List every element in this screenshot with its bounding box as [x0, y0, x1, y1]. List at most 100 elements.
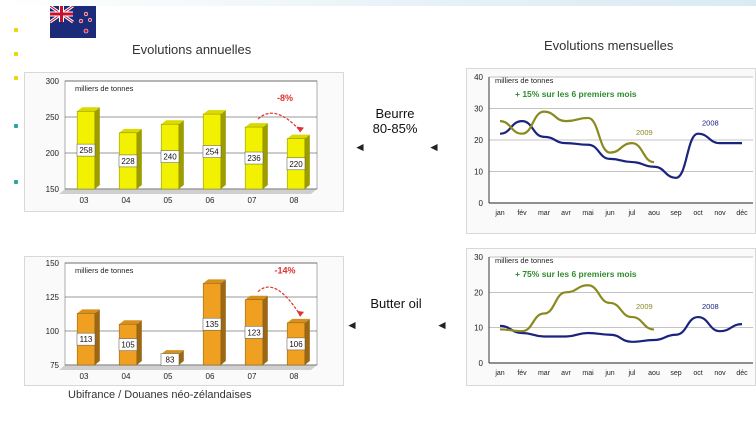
bar-top	[77, 107, 100, 112]
x-tick-label: nov	[714, 370, 726, 377]
beurre-label: Beurre 80-85%	[360, 106, 430, 136]
bar-top	[161, 350, 184, 355]
y-tick-label: 10	[474, 168, 483, 177]
beurre-label-line2: 80-85%	[372, 121, 418, 136]
data-label: 123	[247, 328, 261, 337]
data-label: 254	[205, 148, 219, 157]
monthly-chart-panel: 0 10 20 30 40 jan fév mar avr mai jun jul aou sep oct n…	[466, 68, 756, 234]
arrow-left-icon: ◄	[346, 318, 358, 332]
y-tick-label: 40	[474, 73, 483, 82]
butter-oil-monthly-chart: 0 10 20 30 jan fév mar avr mai jun jul aou sep oct nov…	[474, 253, 753, 377]
annotation-label: -14%	[274, 266, 295, 276]
y-tick-label: 0	[479, 199, 484, 208]
series-line-2009	[499, 110, 655, 164]
x-tick-label: mar	[538, 370, 551, 377]
y-tick-label: 75	[50, 361, 59, 370]
bar-top	[119, 128, 142, 133]
beurre-monthly-chart: 0 10 20 30 40 jan fév mar avr mai jun jul aou sep oct n…	[474, 73, 753, 217]
unit-label: milliers de tonnes	[495, 256, 554, 265]
x-tick-label: avr	[561, 210, 571, 217]
series-label: 2008	[702, 302, 719, 311]
data-label: 258	[79, 146, 93, 155]
butter-oil-annual-chart: 75 100 125 150 milliers de tonnes 113 03 105 04 8…	[46, 259, 318, 381]
x-tick-label: déc	[736, 370, 748, 377]
x-tick-label: 06	[206, 196, 215, 205]
data-label: 240	[163, 153, 177, 162]
data-label-box	[244, 151, 264, 165]
x-tick-label: 08	[290, 196, 299, 205]
data-label-box	[286, 337, 306, 351]
y-tick-label: 300	[46, 77, 60, 86]
arrow-left-icon: ◄	[428, 140, 440, 154]
bar-side	[136, 320, 142, 365]
bar-side	[220, 110, 226, 189]
bar-side	[304, 134, 310, 189]
x-tick-label: 03	[80, 196, 89, 205]
y-tick-label: 20	[474, 288, 483, 297]
bar-top	[287, 318, 310, 323]
series-line-2008	[499, 315, 743, 343]
annual-chart-panel: 150 200 250 300 milliers de tonnes 258 03 228 04…	[24, 72, 344, 212]
y-tick-label: 200	[46, 149, 60, 158]
top-decoration-strip	[0, 0, 756, 6]
x-tick-label: aou	[648, 210, 660, 217]
data-label-box	[202, 145, 222, 158]
bar-side	[94, 309, 100, 365]
x-tick-label: avr	[561, 370, 571, 377]
y-tick-label: 10	[474, 324, 483, 333]
x-tick-label: jun	[604, 370, 614, 377]
annotation-arrowhead	[297, 310, 304, 317]
right-section-title: Evolutions mensuelles	[544, 38, 674, 53]
data-label: 220	[289, 160, 303, 169]
x-tick-label: sep	[670, 370, 681, 377]
annotation-arrow	[257, 112, 301, 132]
unit-label: milliers de tonnes	[75, 266, 134, 275]
y-tick-label: 0	[479, 359, 484, 368]
series-line-2008	[499, 119, 742, 179]
x-tick-label: mai	[582, 370, 594, 377]
annotation-arrowhead	[297, 126, 304, 133]
series-label: 2009	[636, 128, 653, 137]
growth-annotation: + 75% sur les 6 premiers mois	[515, 269, 637, 279]
data-label: 105	[121, 341, 135, 350]
bullet-marker	[14, 180, 18, 184]
x-tick-label: jul	[627, 210, 635, 217]
bullet-marker	[14, 76, 18, 80]
bar-top	[77, 309, 100, 314]
x-tick-label: 07	[248, 372, 257, 381]
x-tick-label: 07	[248, 196, 257, 205]
bar-side	[262, 295, 268, 365]
data-label-box	[202, 317, 222, 331]
x-tick-label: jan	[494, 370, 504, 377]
x-tick-label: déc	[736, 210, 748, 217]
data-label: 236	[247, 154, 261, 163]
bar-side	[136, 128, 142, 189]
y-tick-label: 150	[46, 185, 60, 194]
data-label-box	[118, 154, 138, 168]
series-label: 2009	[636, 302, 653, 311]
bar-top	[119, 320, 142, 325]
y-tick-label: 250	[46, 113, 60, 122]
bullet-marker	[14, 124, 18, 128]
arrow-left-icon: ◄	[436, 318, 448, 332]
y-tick-label: 20	[474, 136, 483, 145]
x-tick-label: 05	[164, 372, 173, 381]
bullet-marker	[14, 52, 18, 56]
bar-side	[304, 318, 310, 365]
butter-oil-label: Butter oil	[370, 296, 422, 311]
x-tick-label: 03	[80, 372, 89, 381]
monthly-chart-panel: 0 10 20 30 jan fév mar avr mai jun jul aou sep oct nov…	[466, 248, 756, 386]
new-zealand-flag-icon	[50, 6, 96, 38]
left-section-title: Evolutions annuelles	[132, 42, 252, 57]
bar-side	[178, 120, 184, 189]
y-tick-label: 30	[474, 105, 483, 114]
y-tick-label: 100	[46, 327, 60, 336]
bullet-marker	[14, 28, 18, 32]
x-tick-label: oct	[693, 370, 702, 377]
bar-side	[94, 107, 100, 189]
x-tick-label: 08	[290, 372, 299, 381]
unit-label: milliers de tonnes	[75, 84, 134, 93]
x-tick-label: sep	[670, 210, 681, 217]
bar-side	[178, 350, 184, 365]
beurre-annual-chart: 150 200 250 300 milliers de tonnes 258 03 228 04…	[46, 77, 318, 205]
